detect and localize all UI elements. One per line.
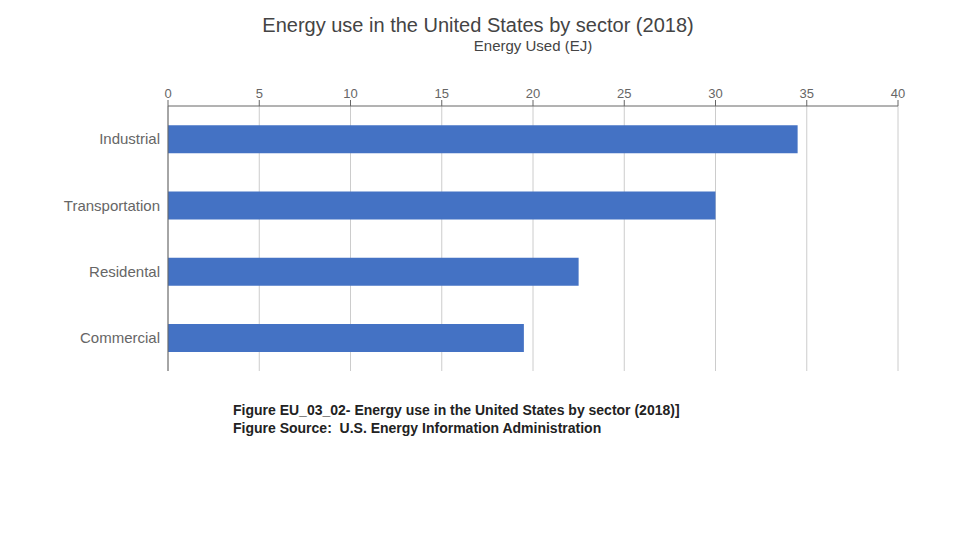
html-text:Figure Source: U.S. Energy Inf: Figure Source: U.S. Energy Information A… bbox=[233, 420, 602, 436]
svg-text:Residental: Residental bbox=[89, 263, 160, 280]
svg-text:Commercial: Commercial bbox=[80, 329, 160, 346]
svg-text:Transportation: Transportation bbox=[64, 197, 160, 214]
svg-text:Industrial: Industrial bbox=[99, 130, 160, 147]
svg-text:40: 40 bbox=[891, 86, 905, 101]
svg-text:5: 5 bbox=[256, 86, 263, 101]
svg-text:20: 20 bbox=[526, 86, 540, 101]
svg-text:30: 30 bbox=[708, 86, 722, 101]
svg-text:Energy Used (EJ): Energy Used (EJ) bbox=[474, 41, 592, 54]
svg-text:15: 15 bbox=[435, 86, 449, 101]
html-text:Figure EU_03_02- Energy use in: Figure EU_03_02- Energy use in the Unite… bbox=[233, 402, 680, 418]
svg-text:35: 35 bbox=[800, 86, 814, 101]
svg-text:10: 10 bbox=[343, 86, 357, 101]
svg-text:0: 0 bbox=[164, 86, 171, 101]
html-text:Energy use in the United State: Energy use in the United States by secto… bbox=[262, 14, 694, 36]
svg-text:25: 25 bbox=[617, 86, 631, 101]
